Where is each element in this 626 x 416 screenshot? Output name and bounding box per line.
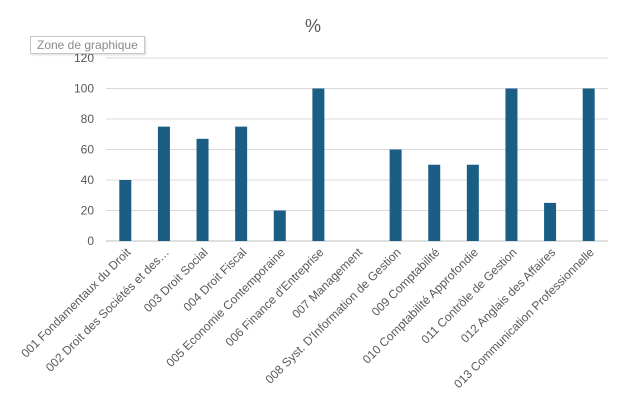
x-tick-label: 013 Communication Professionnelle [451,245,597,391]
y-axis-ticks: 0 20 40 60 80 100 120 [74,51,94,248]
bar [544,202,557,241]
bar [389,149,402,241]
gridlines [106,57,608,242]
bar [505,88,518,241]
bars [119,88,595,241]
y-tick-label: 100 [74,82,94,96]
bar [157,126,170,241]
bar [466,164,479,241]
bar [235,126,248,241]
bar [196,138,209,241]
y-tick-label: 120 [74,51,94,65]
bar [312,88,325,241]
chart-title: % [305,16,321,36]
bar [119,180,132,241]
y-tick-label: 20 [81,204,95,218]
x-tick-label: 007 Management [289,245,365,321]
y-tick-label: 0 [87,234,94,248]
y-tick-label: 60 [81,143,95,157]
y-tick-label: 40 [81,173,95,187]
bar [582,88,595,241]
x-tick-label: 009 Comptabilité [369,245,443,319]
chart-area-tooltip: Zone de graphique [30,36,145,54]
y-tick-label: 80 [81,112,95,126]
bar [273,210,286,241]
bar [428,164,441,241]
